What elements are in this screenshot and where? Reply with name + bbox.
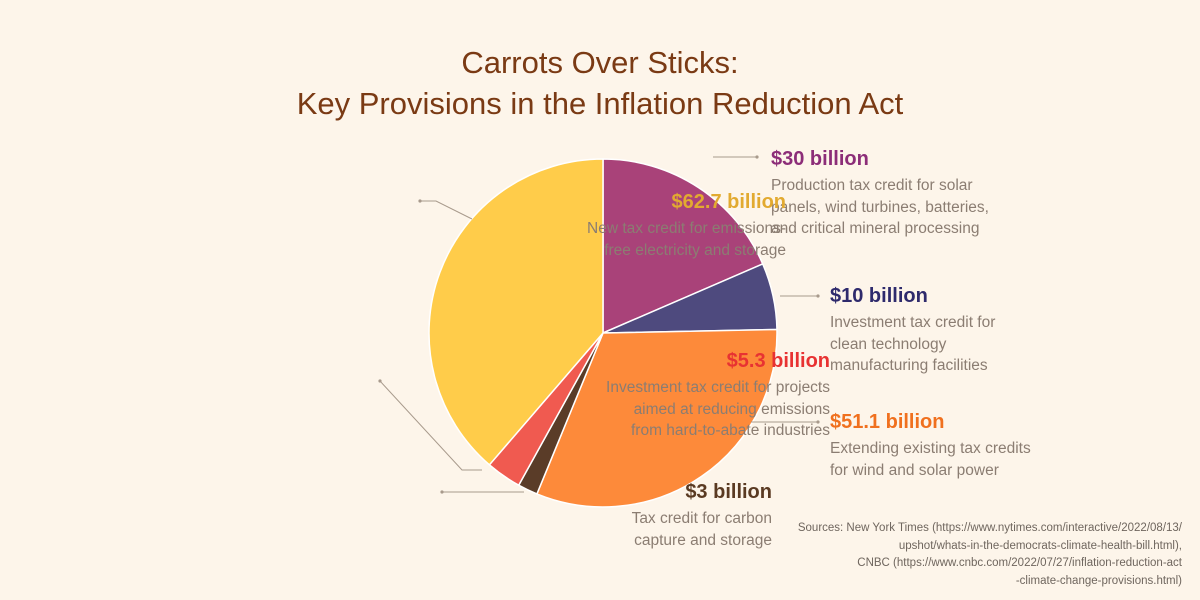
chart-title-line-1: Carrots Over Sticks: — [461, 45, 739, 80]
pie-slice — [536, 328, 778, 508]
leader-line — [379, 380, 482, 471]
slice-label: $62.7 billion New tax credit for emission… — [587, 189, 786, 261]
slice-description-line: Extending existing tax credits — [830, 440, 1031, 457]
leader-dot — [816, 294, 820, 298]
slice-description: New tax credit for emissions-free electr… — [587, 218, 786, 261]
leader-dot — [378, 379, 382, 383]
leader-dot — [755, 155, 759, 159]
sources-line: CNBC (https://www.cnbc.com/2022/07/27/in… — [857, 557, 1182, 569]
slice-description-line: for wind and solar power — [830, 461, 999, 479]
slice-label: $5.3 billion Investment tax credit for pr… — [606, 348, 830, 442]
pie-slice — [602, 158, 764, 334]
slice-description: Extending existing tax credits for wind a… — [830, 438, 1031, 481]
slice-description-line: from hard-to-abate industries — [630, 422, 830, 439]
slice-description-line: manufacturing facilities — [830, 357, 988, 374]
slice-description-line: Investment tax credit for — [830, 314, 996, 331]
slice-label: $3 billion Tax credit for carbon capture a… — [632, 479, 772, 551]
leader-dot — [816, 420, 820, 424]
slice-description: Investment tax credit for projects aimed … — [606, 377, 830, 442]
slice-description-line: panels, wind turbines, batteries, — [771, 198, 989, 216]
slice-label: $51.1 billion Extending existing tax cred… — [830, 409, 1031, 481]
slice-value-label: $10 billion — [830, 285, 928, 307]
leader-dot — [418, 199, 422, 203]
slice-value-label: $5.3 billion — [726, 350, 830, 372]
slice-description: Tax credit for carbon capture and storage — [632, 508, 772, 551]
sources-line: Sources: New York Times (https://www.nyt… — [797, 522, 1182, 534]
slice-value-label: $62.7 billion — [671, 191, 786, 213]
slice-description-line: capture and storage — [634, 531, 772, 549]
slice-description-line: and critical mineral processing — [771, 220, 980, 237]
chart-title-line-2: Key Provisions in the Inflation Reductio… — [296, 86, 904, 121]
leader-dot — [440, 490, 444, 494]
slice-description: Production tax credit for solar panels, w… — [771, 175, 989, 240]
sources-line: upshot/whats-in-the-democrats-climate-he… — [898, 539, 1182, 552]
slice-description-line: free electricity and storage — [604, 241, 786, 259]
slice-description-line: Production tax credit for solar — [771, 177, 973, 194]
pie-slice — [428, 158, 604, 466]
sources-line: -climate-change-provisions.html) — [1015, 574, 1182, 587]
slice-description-line: Investment tax credit for projects — [606, 379, 830, 396]
sources-note: Sources: New York Times (https://www.nyt… — [742, 520, 1182, 590]
slice-description-line: clean technology — [830, 335, 947, 353]
slice-value-label: $3 billion — [685, 481, 772, 503]
slice-description-line: Tax credit for carbon — [631, 510, 772, 527]
slice-description: Investment tax credit for clean technolog… — [830, 312, 995, 377]
slice-description-line: New tax credit for emissions- — [587, 220, 786, 237]
leader-line — [420, 200, 473, 220]
slice-label: $30 billion Production tax credit for sol… — [771, 146, 989, 240]
slice-value-label: $51.1 billion — [830, 411, 945, 433]
slice-label: $10 billion Investment tax credit for clea… — [830, 283, 995, 377]
slice-description-line: aimed at reducing emissions — [633, 400, 830, 418]
slice-value-label: $30 billion — [771, 148, 869, 170]
